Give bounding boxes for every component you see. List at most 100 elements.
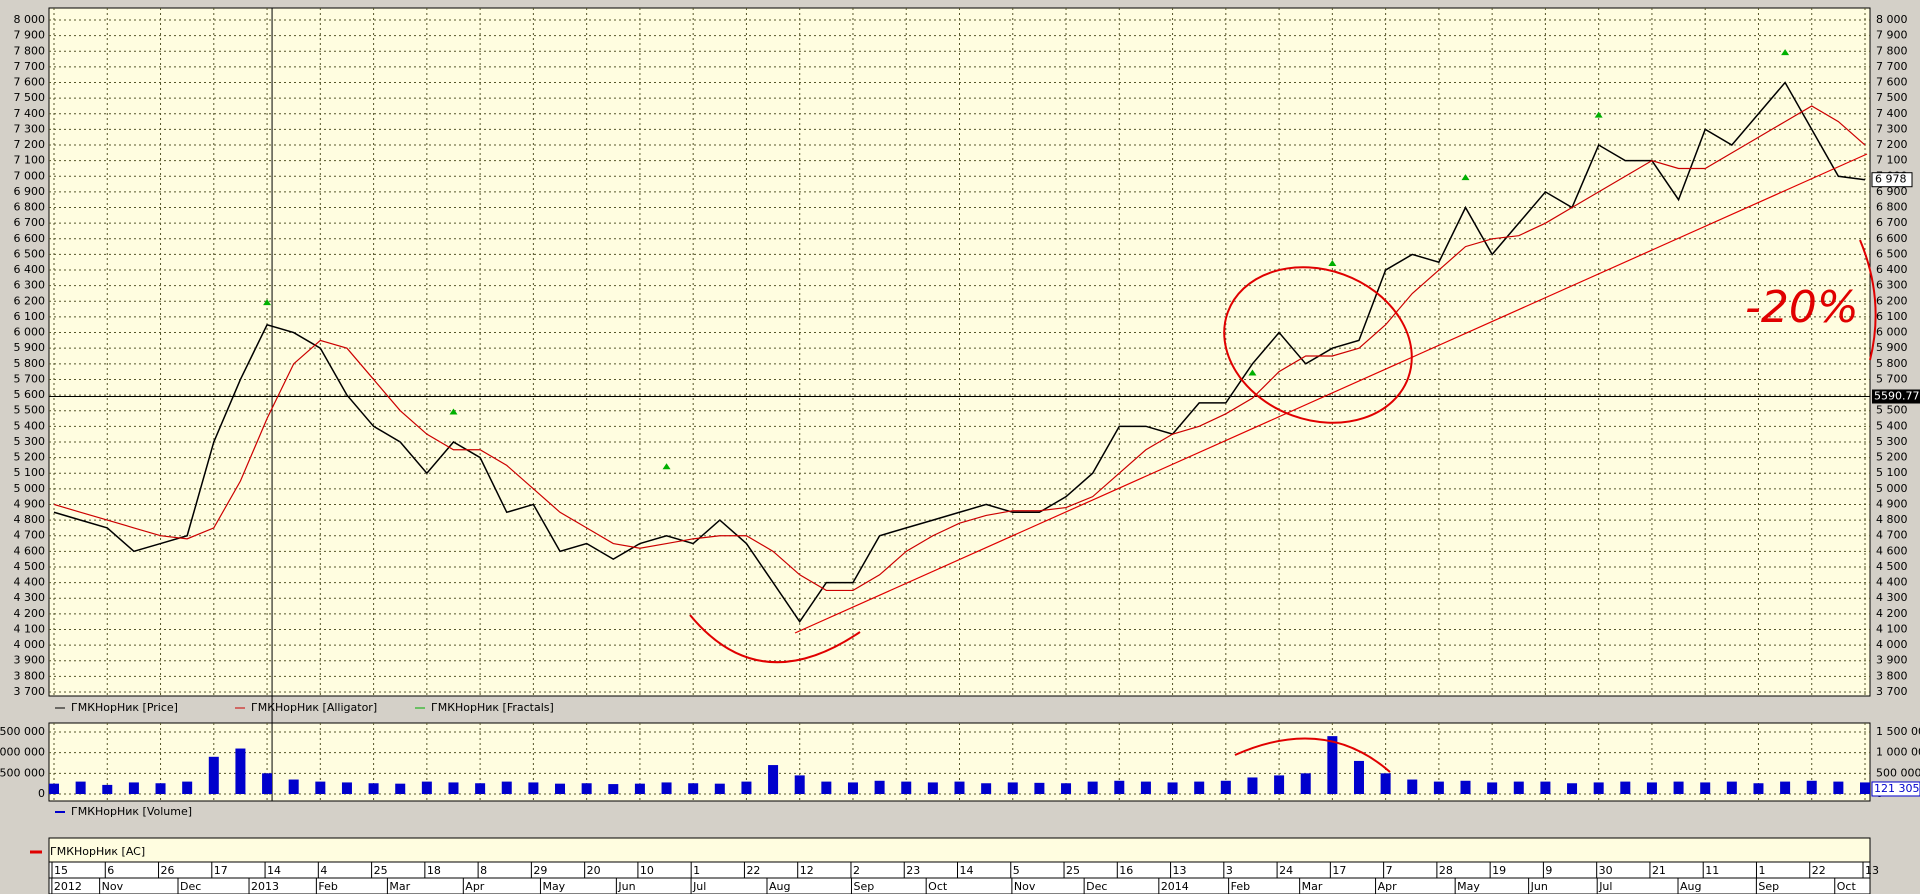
last-price-box: [1871, 172, 1913, 188]
x-month-label: Sep: [853, 880, 874, 893]
volume-bar: [688, 783, 699, 794]
y-tick-label: 7 900: [14, 29, 46, 42]
y-tick-label: 7 200: [1876, 138, 1908, 151]
hand-curve: [689, 614, 861, 664]
y-tick-label: 8 000: [1876, 13, 1908, 26]
volume-bar: [1726, 781, 1737, 794]
volume-bar: [1806, 780, 1817, 794]
y-tick-label: 500 000: [0, 766, 45, 779]
hand-curve: [1234, 737, 1391, 773]
volume-bar: [501, 781, 512, 794]
y-tick-label: 4 500: [1876, 560, 1908, 573]
y-tick-label: 5 700: [14, 372, 46, 385]
volume-bar: [927, 782, 938, 794]
volume-bar: [235, 748, 246, 794]
x-tick-label: 14: [960, 864, 974, 877]
volume-bar: [1860, 782, 1870, 794]
y-tick-label: 3 700: [1876, 685, 1908, 698]
y-tick-label: 5 900: [14, 341, 46, 354]
volume-bar: [341, 782, 352, 794]
x-tick-label: 14: [267, 864, 281, 877]
y-tick-label: 7 100: [14, 154, 46, 167]
y-tick-label: 5 400: [14, 419, 46, 432]
y-tick-label: 3 800: [14, 669, 46, 682]
x-month-label: 2013: [251, 880, 279, 893]
y-tick-label: 1 000 000: [0, 746, 45, 759]
volume-bar: [75, 781, 86, 794]
y-tick-label: 7 200: [14, 138, 46, 151]
x-month-label: Oct: [1837, 880, 1857, 893]
y-tick-label: 5 700: [1876, 372, 1908, 385]
x-month-label: Mar: [1302, 880, 1323, 893]
y-tick-label: 4 400: [14, 576, 46, 589]
volume-bar: [981, 783, 992, 794]
y-tick-label: 4 000: [1876, 638, 1908, 651]
x-tick-label: 25: [374, 864, 388, 877]
volume-bar: [1114, 780, 1125, 794]
volume-bar: [1034, 782, 1045, 794]
legend-label: ГМКНорНик [Alligator]: [251, 701, 377, 714]
x-month-label: 2014: [1161, 880, 1189, 893]
y-tick-label: 5 300: [1876, 435, 1908, 448]
y-tick-label: 7 600: [14, 76, 46, 89]
y-tick-label: 6 200: [1876, 294, 1908, 307]
y-tick-label: 5 500: [1876, 404, 1908, 417]
x-month-label: Nov: [102, 880, 124, 893]
volume-bar: [1567, 783, 1578, 794]
y-tick-label: 6 400: [1876, 263, 1908, 276]
y-tick-label: 7 300: [1876, 122, 1908, 135]
x-tick-label: 15: [54, 864, 68, 877]
fractal: [1594, 111, 1603, 118]
y-tick-label: 6 000: [1876, 326, 1908, 339]
y-tick-label: 4 900: [14, 497, 46, 510]
y-tick-label: 4 700: [14, 529, 46, 542]
y-tick-label: 7 300: [14, 122, 46, 135]
volume-bar: [794, 775, 805, 794]
y-tick-label: 4 200: [1876, 607, 1908, 620]
fractal: [1328, 260, 1337, 267]
y-tick-label: 7 500: [14, 91, 46, 104]
y-tick-label: 6 700: [14, 216, 46, 229]
y-tick-label: 7 700: [14, 60, 46, 73]
volume-bar: [847, 782, 858, 794]
y-tick-label: 6 900: [1876, 185, 1908, 198]
y-tick-label: 5 800: [14, 357, 46, 370]
y-tick-label: 6 800: [14, 201, 46, 214]
x-month-label: Apr: [465, 880, 485, 893]
legend-label: ГМКНорНик [AC]: [50, 845, 145, 858]
x-tick-label: 17: [1332, 864, 1346, 877]
y-tick-label: 7 100: [1876, 154, 1908, 167]
volume-bar: [661, 782, 672, 794]
x-tick-label: 17: [214, 864, 228, 877]
x-tick-label: 13: [1865, 864, 1879, 877]
y-tick-label: 4 800: [1876, 513, 1908, 526]
fractal: [1461, 174, 1470, 181]
y-tick-label: 7 800: [14, 44, 46, 57]
y-tick-label: 1 500 000: [1876, 725, 1920, 738]
volume-bar: [768, 765, 779, 794]
legend-label: ГМКНорНик [Fractals]: [431, 701, 554, 714]
y-tick-label: 7 400: [14, 107, 46, 120]
y-tick-label: 7 400: [1876, 107, 1908, 120]
x-tick-label: 23: [906, 864, 920, 877]
y-tick-label: 4 100: [1876, 622, 1908, 635]
volume-bar: [128, 782, 139, 794]
volume-bar: [1327, 736, 1338, 794]
trend-line: [794, 153, 1868, 634]
x-tick-label: 7: [1386, 864, 1393, 877]
volume-last-box: [1871, 781, 1920, 797]
y-tick-label: 1 500 000: [0, 725, 45, 738]
y-tick-label: 5 900: [1876, 341, 1908, 354]
crosshair-label: 5590.77: [1874, 390, 1920, 403]
y-tick-label: 6 800: [1876, 201, 1908, 214]
y-tick-label: 4 800: [14, 513, 46, 526]
volume-bar: [608, 784, 619, 794]
x-tick-label: 9: [1545, 864, 1552, 877]
volume-bar: [634, 783, 645, 794]
x-month-label: Jul: [692, 880, 706, 893]
x-month-label: Dec: [1086, 880, 1107, 893]
volume-bar: [1620, 781, 1631, 794]
x-tick-label: 1: [693, 864, 700, 877]
y-tick-label: 3 800: [1876, 669, 1908, 682]
volume-bar: [874, 780, 885, 794]
